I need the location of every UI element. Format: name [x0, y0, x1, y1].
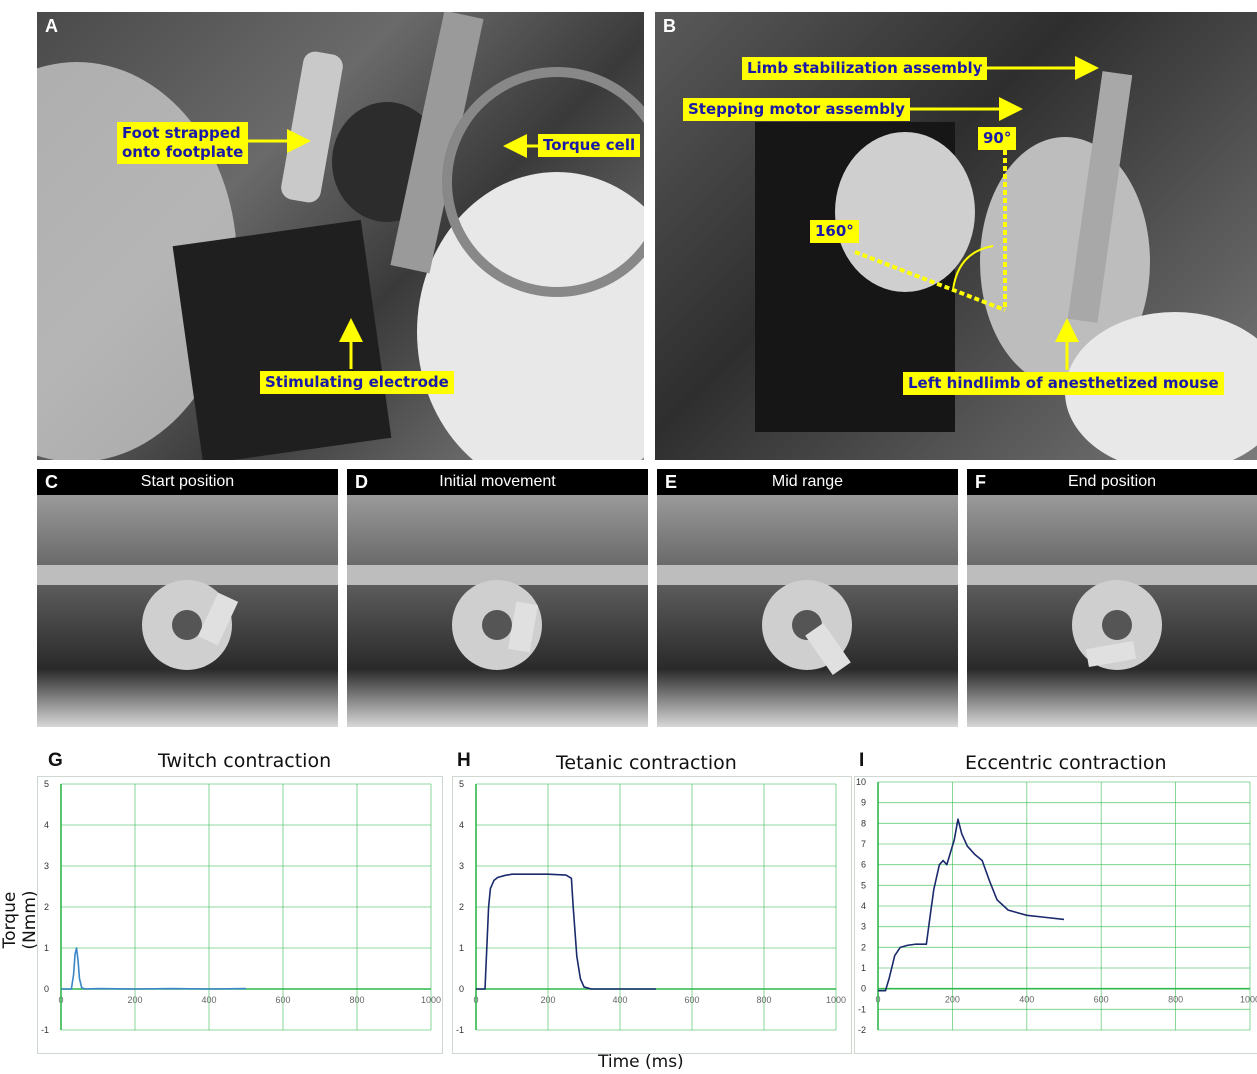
- strip-letter-e: E: [665, 472, 678, 492]
- torque-trace: [476, 873, 656, 990]
- y-tick-label: 2: [44, 902, 49, 912]
- strip-label-f: End position: [1067, 473, 1157, 490]
- callout-arrows-b: [854, 56, 1099, 370]
- chart-box-i: [854, 776, 1257, 1054]
- x-tick-label: 1000: [826, 995, 846, 1005]
- chart-box-g: [37, 776, 443, 1054]
- y-tick-label: 5: [459, 779, 464, 789]
- y-tick-label: 0: [861, 984, 866, 994]
- x-tick-label: 200: [127, 995, 142, 1005]
- callout-limb-stabilization: Limb stabilization assembly: [742, 57, 988, 80]
- x-tick-label: 400: [612, 995, 627, 1005]
- y-tick-label: -1: [456, 1025, 464, 1035]
- panel-letter-a: A: [45, 16, 58, 36]
- y-tick-label: 7: [861, 839, 866, 849]
- strip-header-f: F End position: [967, 469, 1257, 495]
- strip-letter-c: C: [45, 472, 58, 492]
- callout-160-degrees: 160°: [810, 220, 859, 243]
- y-tick-label: -2: [858, 1025, 866, 1035]
- chart-title-g: Twitch contraction: [158, 750, 332, 772]
- x-tick-label: 400: [1019, 995, 1034, 1005]
- strip-photo-d: [347, 495, 648, 727]
- callout-stepping-motor: Stepping motor assembly: [683, 98, 910, 121]
- chart-letter-h: H: [457, 750, 471, 771]
- callout-torque-cell: Torque cell: [538, 134, 641, 157]
- y-tick-label: 4: [861, 901, 866, 911]
- chart-letter-g: G: [48, 750, 63, 771]
- panel-letter-b: B: [663, 16, 676, 36]
- strip-letter-f: F: [975, 472, 986, 492]
- x-tick-label: 600: [1094, 995, 1109, 1005]
- y-tick-label: 1: [459, 943, 464, 953]
- callout-foot-strapped: Foot strapped onto footplate: [117, 122, 249, 164]
- y-tick-label: 3: [459, 861, 464, 871]
- x-tick-label: 400: [201, 995, 216, 1005]
- chart-title-h: Tetanic contraction: [556, 752, 737, 774]
- y-tick-label: 10: [856, 777, 866, 787]
- y-tick-label: 1: [861, 963, 866, 973]
- y-tick-label: 4: [459, 820, 464, 830]
- y-tick-label: 3: [861, 922, 866, 932]
- callout-stimulating-electrode: Stimulating electrode: [260, 371, 454, 394]
- y-tick-label: -1: [858, 1004, 866, 1014]
- x-tick-label: 1000: [421, 995, 441, 1005]
- chart-letter-i: I: [859, 750, 865, 771]
- torque-trace: [878, 818, 1065, 992]
- x-tick-label: 800: [1168, 995, 1183, 1005]
- chart-box-h: [452, 776, 852, 1054]
- x-tick-label: 200: [945, 995, 960, 1005]
- x-tick-label: 800: [756, 995, 771, 1005]
- strip-header-e: E Mid range: [657, 469, 958, 495]
- x-axis-label: Time (ms): [598, 1052, 684, 1072]
- strip-header-d: D Initial movement: [347, 469, 648, 495]
- y-tick-label: 8: [861, 818, 866, 828]
- callout-left-hindlimb: Left hindlimb of anesthetized mouse: [903, 372, 1224, 395]
- y-tick-label: 5: [44, 779, 49, 789]
- strip-label-d: Initial movement: [439, 473, 556, 490]
- y-tick-label: 9: [861, 798, 866, 808]
- y-tick-label: 2: [459, 902, 464, 912]
- y-tick-label: 0: [459, 984, 464, 994]
- strip-label-e: Mid range: [771, 473, 844, 490]
- y-tick-label: 6: [861, 860, 866, 870]
- strip-header-c: C Start position: [37, 469, 338, 495]
- x-tick-label: 1000: [1240, 995, 1257, 1005]
- y-tick-label: 3: [44, 861, 49, 871]
- x-tick-label: 800: [349, 995, 364, 1005]
- torque-trace: [61, 947, 247, 990]
- x-tick-label: 600: [275, 995, 290, 1005]
- strip-letter-d: D: [355, 472, 368, 492]
- strip-photo-e: [657, 495, 958, 727]
- callout-90-degrees: 90°: [978, 127, 1017, 150]
- y-tick-label: 1: [44, 943, 49, 953]
- callout-arrows-a: [247, 129, 538, 369]
- y-tick-label: 0: [44, 984, 49, 994]
- chart-title-i: Eccentric contraction: [965, 752, 1167, 774]
- y-tick-label: 2: [861, 942, 866, 952]
- y-tick-label: 4: [44, 820, 49, 830]
- y-tick-label: 5: [861, 880, 866, 890]
- y-axis-label: Torque (Nmm): [0, 890, 40, 950]
- photo-panel-b: B Limb stabilization assembly Stepping m…: [655, 12, 1257, 460]
- photo-panel-a: A Foot strapped onto footplate Torque ce…: [37, 12, 644, 460]
- strip-photo-c: [37, 495, 338, 727]
- x-tick-label: 200: [540, 995, 555, 1005]
- y-tick-label: -1: [41, 1025, 49, 1035]
- strip-photo-f: [967, 495, 1257, 727]
- x-tick-label: 600: [684, 995, 699, 1005]
- strip-label-c: Start position: [140, 473, 235, 490]
